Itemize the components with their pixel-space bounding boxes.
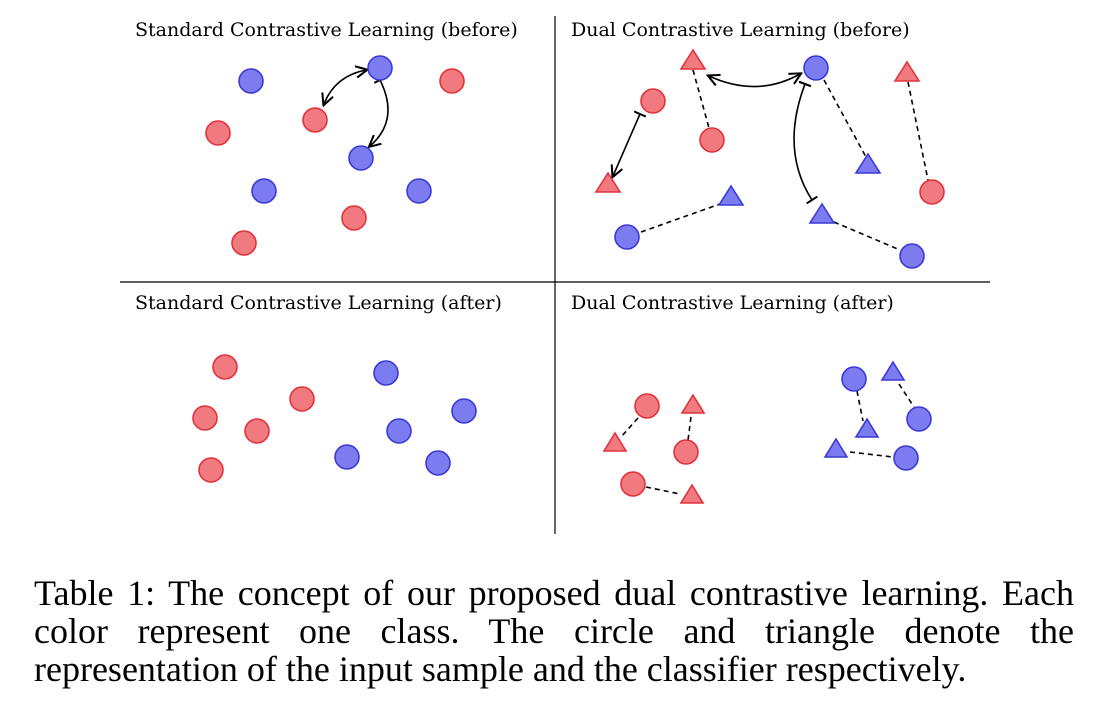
sample-circle-red (205, 120, 231, 146)
sample-circle-red (231, 230, 257, 256)
sample-circle-blue (373, 360, 399, 386)
pair-link (907, 81, 929, 181)
sample-circle-red (289, 386, 315, 412)
sample-circle-red (919, 179, 945, 205)
pair-link (898, 383, 915, 408)
panel-title-standard-after: Standard Contrastive Learning (after) (135, 292, 502, 314)
classifier-triangle-red (679, 483, 705, 504)
classifier-triangle-blue (880, 360, 906, 381)
pull-arrow (793, 80, 818, 205)
panel-standard-before (205, 55, 465, 256)
sample-circle-red (634, 393, 660, 419)
classifier-triangle-blue (823, 437, 849, 458)
sample-circle-red (640, 88, 666, 114)
pair-link (856, 390, 864, 422)
sample-circle-blue (367, 55, 393, 81)
push-arrow (709, 74, 800, 88)
classifier-triangle-red (594, 171, 622, 193)
pair-link (823, 79, 867, 158)
sample-circle-blue (238, 68, 264, 94)
pair-link (620, 417, 639, 438)
sample-circle-blue (803, 55, 829, 81)
pair-link (692, 69, 710, 129)
sample-circle-blue (334, 444, 360, 470)
classifier-triangle-blue (854, 417, 880, 438)
classifier-triangle-red (680, 393, 706, 414)
sample-circle-blue (348, 145, 374, 171)
sample-circle-red (439, 68, 465, 94)
sample-circle-red (673, 439, 699, 465)
classifier-triangle-red (679, 48, 707, 70)
pair-link (849, 451, 894, 458)
figure-caption: Table 1: The concept of our proposed dua… (34, 573, 1074, 689)
sample-circle-red (198, 457, 224, 483)
classifier-triangle-blue (854, 152, 882, 174)
classifier-triangle-blue (717, 184, 745, 206)
sample-circle-red (244, 418, 270, 444)
sample-circle-red (620, 471, 646, 497)
sample-circle-blue (386, 418, 412, 444)
pair-link (640, 203, 721, 233)
sample-circle-red (302, 107, 328, 133)
sample-circle-blue (893, 445, 919, 471)
pair-link (833, 221, 901, 251)
panel-title-dual-after: Dual Contrastive Learning (after) (571, 292, 894, 314)
pull-arrow (613, 114, 640, 176)
pair-link (645, 486, 681, 495)
dual-contrastive-learning-figure: Standard Contrastive Learning (before) D… (120, 16, 990, 534)
panel-title-dual-before: Dual Contrastive Learning (before) (571, 19, 910, 41)
sample-circle-blue (614, 224, 640, 250)
sample-circle-blue (425, 450, 451, 476)
panel-title-standard-before: Standard Contrastive Learning (before) (135, 19, 518, 41)
sample-circle-blue (251, 178, 277, 204)
panel-standard-after (192, 354, 477, 483)
sample-circle-blue (841, 366, 867, 392)
classifier-triangle-blue (808, 202, 836, 224)
classifier-triangle-red (893, 60, 921, 82)
sample-circle-red (699, 127, 725, 153)
sample-circle-red (341, 205, 367, 231)
pair-link (687, 416, 692, 441)
sample-circle-red (212, 354, 238, 380)
pull-arrow (370, 80, 389, 146)
panel-dual-before (594, 48, 945, 269)
sample-circle-red (192, 405, 218, 431)
sample-circle-blue (406, 178, 432, 204)
push-arrow (324, 70, 366, 104)
sample-circle-blue (899, 243, 925, 269)
sample-circle-blue (906, 406, 932, 432)
classifier-triangle-red (602, 431, 628, 452)
panel-dual-after (602, 360, 932, 504)
sample-circle-blue (451, 398, 477, 424)
